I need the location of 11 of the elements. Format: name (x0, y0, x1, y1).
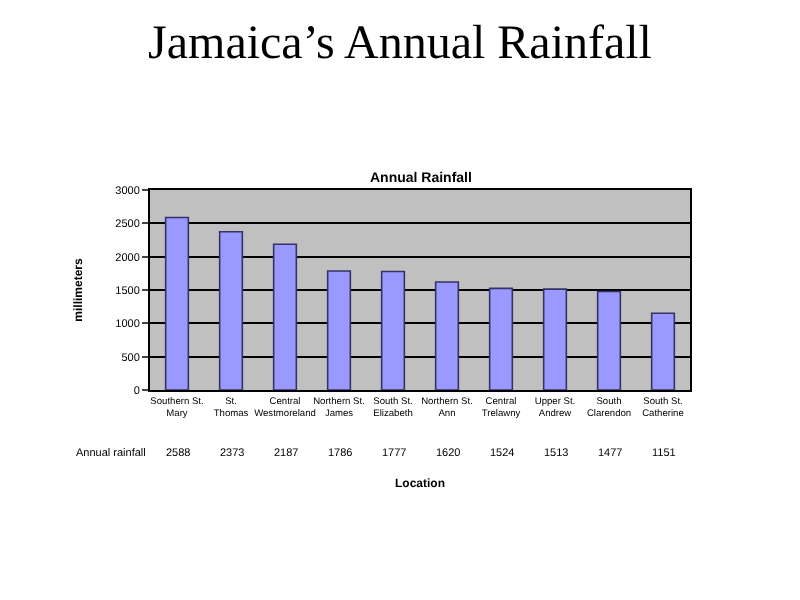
bar (434, 281, 460, 390)
bar (326, 270, 352, 390)
chart-title: Jamaica’s Annual Rainfall (148, 17, 653, 70)
bar (596, 290, 622, 390)
bar (272, 243, 298, 390)
bar (488, 287, 514, 390)
bar (650, 312, 676, 390)
bar (164, 216, 190, 390)
bar (542, 288, 568, 390)
bar (380, 270, 406, 390)
bar (218, 231, 244, 390)
